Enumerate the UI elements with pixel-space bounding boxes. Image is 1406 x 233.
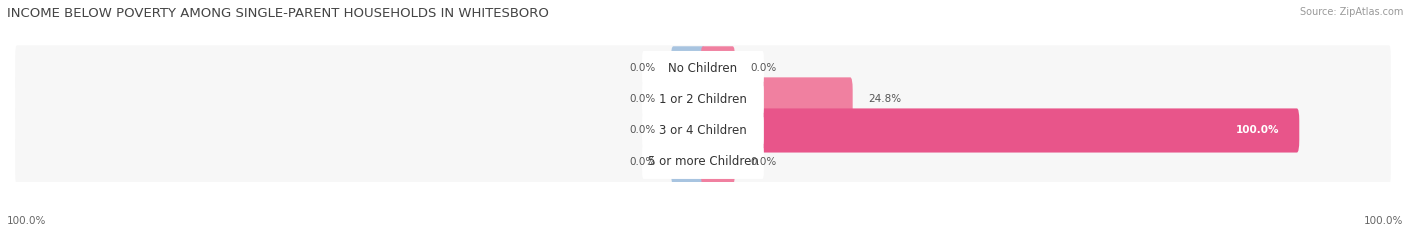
FancyBboxPatch shape [700, 108, 1299, 153]
FancyBboxPatch shape [643, 51, 763, 86]
Text: No Children: No Children [668, 62, 738, 75]
Text: 0.0%: 0.0% [630, 157, 655, 167]
Text: 0.0%: 0.0% [630, 126, 655, 135]
FancyBboxPatch shape [671, 108, 706, 153]
FancyBboxPatch shape [15, 45, 1391, 91]
FancyBboxPatch shape [643, 144, 763, 179]
FancyBboxPatch shape [671, 46, 706, 90]
Text: 0.0%: 0.0% [751, 157, 776, 167]
Text: 24.8%: 24.8% [868, 94, 901, 104]
FancyBboxPatch shape [15, 76, 1391, 122]
Text: 5 or more Children: 5 or more Children [648, 155, 758, 168]
Text: 100.0%: 100.0% [1236, 126, 1279, 135]
FancyBboxPatch shape [700, 77, 852, 121]
Text: 0.0%: 0.0% [630, 94, 655, 104]
FancyBboxPatch shape [15, 107, 1391, 154]
Text: Source: ZipAtlas.com: Source: ZipAtlas.com [1299, 7, 1403, 17]
FancyBboxPatch shape [643, 113, 763, 148]
FancyBboxPatch shape [643, 82, 763, 117]
Text: 100.0%: 100.0% [1364, 216, 1403, 226]
FancyBboxPatch shape [700, 46, 735, 90]
Text: 1 or 2 Children: 1 or 2 Children [659, 93, 747, 106]
FancyBboxPatch shape [700, 140, 735, 184]
Text: 100.0%: 100.0% [7, 216, 46, 226]
FancyBboxPatch shape [671, 77, 706, 121]
FancyBboxPatch shape [671, 140, 706, 184]
Text: 0.0%: 0.0% [630, 63, 655, 73]
FancyBboxPatch shape [15, 139, 1391, 185]
Text: 3 or 4 Children: 3 or 4 Children [659, 124, 747, 137]
Text: 0.0%: 0.0% [751, 63, 776, 73]
Text: INCOME BELOW POVERTY AMONG SINGLE-PARENT HOUSEHOLDS IN WHITESBORO: INCOME BELOW POVERTY AMONG SINGLE-PARENT… [7, 7, 548, 20]
